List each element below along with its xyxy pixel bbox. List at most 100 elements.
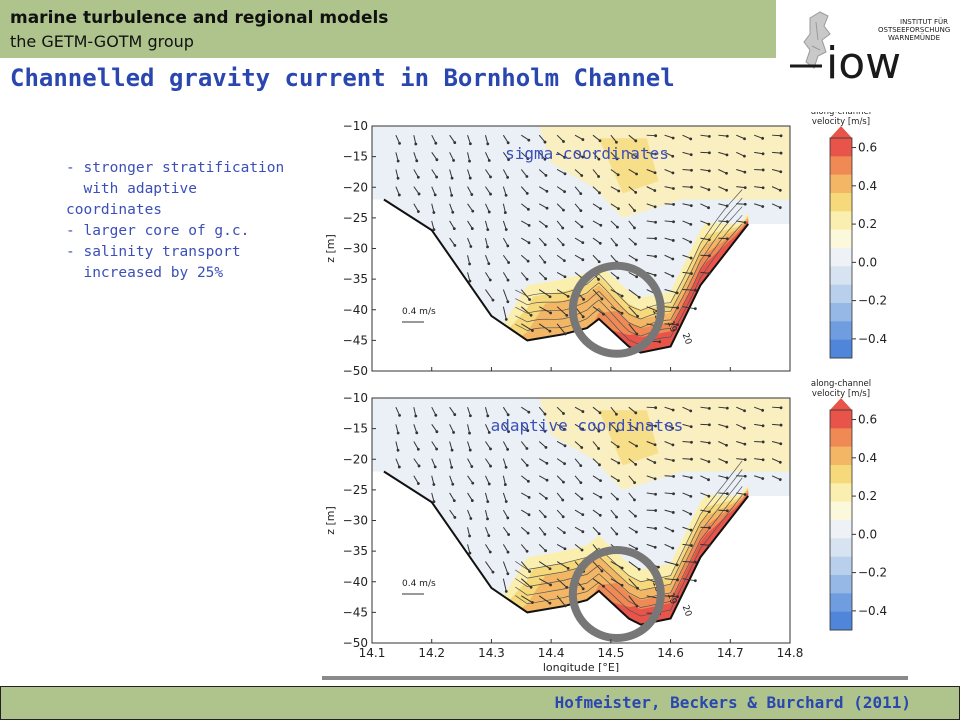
velocity-arrow-head xyxy=(778,478,782,481)
velocity-arrow-head xyxy=(452,499,456,503)
velocity-arrow-head xyxy=(579,209,583,213)
velocity-arrow xyxy=(520,441,528,449)
velocity-arrow xyxy=(700,509,710,513)
velocity-arrow-head xyxy=(470,499,474,502)
velocity-arrow-head xyxy=(435,175,439,179)
velocity-arrow xyxy=(682,423,692,428)
velocity-arrow-head xyxy=(725,188,728,192)
velocity-arrow xyxy=(628,306,638,317)
velocity-arrow xyxy=(772,406,782,409)
velocity-arrow xyxy=(538,475,548,481)
velocity-arrow xyxy=(700,168,710,172)
x-tick-label: 14.8 xyxy=(777,646,804,660)
velocity-arrow-head xyxy=(470,193,474,196)
velocity-arrow xyxy=(592,134,601,142)
velocity-arrow-head xyxy=(671,408,675,412)
velocity-arrow-head xyxy=(635,547,639,551)
velocity-arrow-head xyxy=(468,551,472,555)
velocity-arrow-head xyxy=(617,207,620,211)
colorbar-swatch xyxy=(830,211,852,231)
velocity-arrow xyxy=(538,492,547,499)
velocity-arrow-head xyxy=(504,589,508,593)
velocity-arrow xyxy=(592,458,600,466)
velocity-arrow xyxy=(538,254,546,263)
velocity-arrow xyxy=(700,134,710,137)
colorbar-title: velocity [m/s] xyxy=(812,389,870,399)
colorbar-tick-label: 0.6 xyxy=(858,413,877,427)
velocity-arrow xyxy=(700,458,710,463)
velocity-arrow-head xyxy=(581,258,585,262)
velocity-arrow xyxy=(610,203,619,210)
velocity-arrow-head xyxy=(725,237,729,241)
isoline xyxy=(515,189,743,311)
velocity-arrow xyxy=(628,169,637,175)
velocity-arrow-head xyxy=(742,154,746,158)
velocity-arrow-head xyxy=(634,190,638,194)
velocity-arrow xyxy=(682,271,692,275)
velocity-arrow-head xyxy=(635,258,638,262)
velocity-arrow xyxy=(682,220,692,225)
velocity-arrow-head xyxy=(526,479,530,483)
velocity-arrow xyxy=(502,186,507,196)
velocity-arrow-head xyxy=(471,481,475,485)
velocity-arrow-head xyxy=(671,426,675,430)
velocity-arrow xyxy=(718,406,728,409)
velocity-arrow-head xyxy=(635,427,638,431)
colorbar-swatch xyxy=(830,193,852,212)
velocity-arrow-head xyxy=(531,601,534,604)
velocity-arrow-head xyxy=(600,297,604,301)
velocity-arrow xyxy=(574,134,584,141)
velocity-arrow xyxy=(484,220,489,230)
velocity-arrow xyxy=(700,492,709,497)
velocity-arrow-head xyxy=(414,414,418,418)
velocity-arrow xyxy=(628,203,635,211)
velocity-arrow xyxy=(771,186,781,191)
velocity-arrow-head xyxy=(543,260,547,264)
velocity-arrow-head xyxy=(435,447,439,451)
velocity-arrow xyxy=(772,134,782,137)
velocity-arrow-head xyxy=(507,261,511,264)
velocity-arrow xyxy=(592,306,604,315)
velocity-arrow xyxy=(664,254,673,260)
velocity-arrow-head xyxy=(544,277,548,281)
isoline-label: 20 xyxy=(680,332,693,346)
colorbar-extension-top xyxy=(830,398,852,410)
velocity-arrow-head xyxy=(654,255,658,258)
velocity-arrow xyxy=(520,544,528,552)
velocity-arrow-head xyxy=(597,447,600,450)
velocity-arrow xyxy=(431,220,435,230)
velocity-arrow xyxy=(592,509,601,516)
baltic-map-icon xyxy=(803,11,831,69)
velocity-arrow-head xyxy=(398,142,401,145)
velocity-arrow xyxy=(664,186,674,189)
velocity-arrow xyxy=(682,526,692,531)
velocity-arrow xyxy=(520,151,529,159)
velocity-arrow-head xyxy=(597,157,601,161)
velocity-arrow xyxy=(520,526,529,534)
velocity-arrow xyxy=(682,543,692,547)
velocity-arrow xyxy=(628,151,637,158)
velocity-arrow xyxy=(485,475,490,485)
velocity-arrow-head xyxy=(486,245,489,249)
velocity-arrow xyxy=(538,561,551,570)
velocity-arrow-head xyxy=(743,186,747,190)
velocity-arrow-head xyxy=(417,192,421,196)
velocity-arrow-head xyxy=(581,241,585,245)
velocity-arrow xyxy=(520,458,528,466)
velocity-arrow-head xyxy=(453,413,457,416)
velocity-arrow xyxy=(646,543,656,548)
velocity-arrow xyxy=(467,475,474,484)
velocity-arrow xyxy=(538,220,547,227)
velocity-arrow xyxy=(664,543,674,549)
velocity-arrow-head xyxy=(600,569,604,573)
velocity-arrow xyxy=(467,203,474,212)
velocity-arrow-head xyxy=(507,533,511,536)
velocity-arrow-head xyxy=(761,458,765,462)
velocity-arrow-head xyxy=(725,153,729,157)
velocity-arrow-head xyxy=(694,288,697,292)
y-tick-label: −50 xyxy=(343,636,368,650)
velocity-arrow xyxy=(431,492,435,502)
colorbar-swatch xyxy=(830,248,852,267)
velocity-arrow xyxy=(502,561,509,574)
